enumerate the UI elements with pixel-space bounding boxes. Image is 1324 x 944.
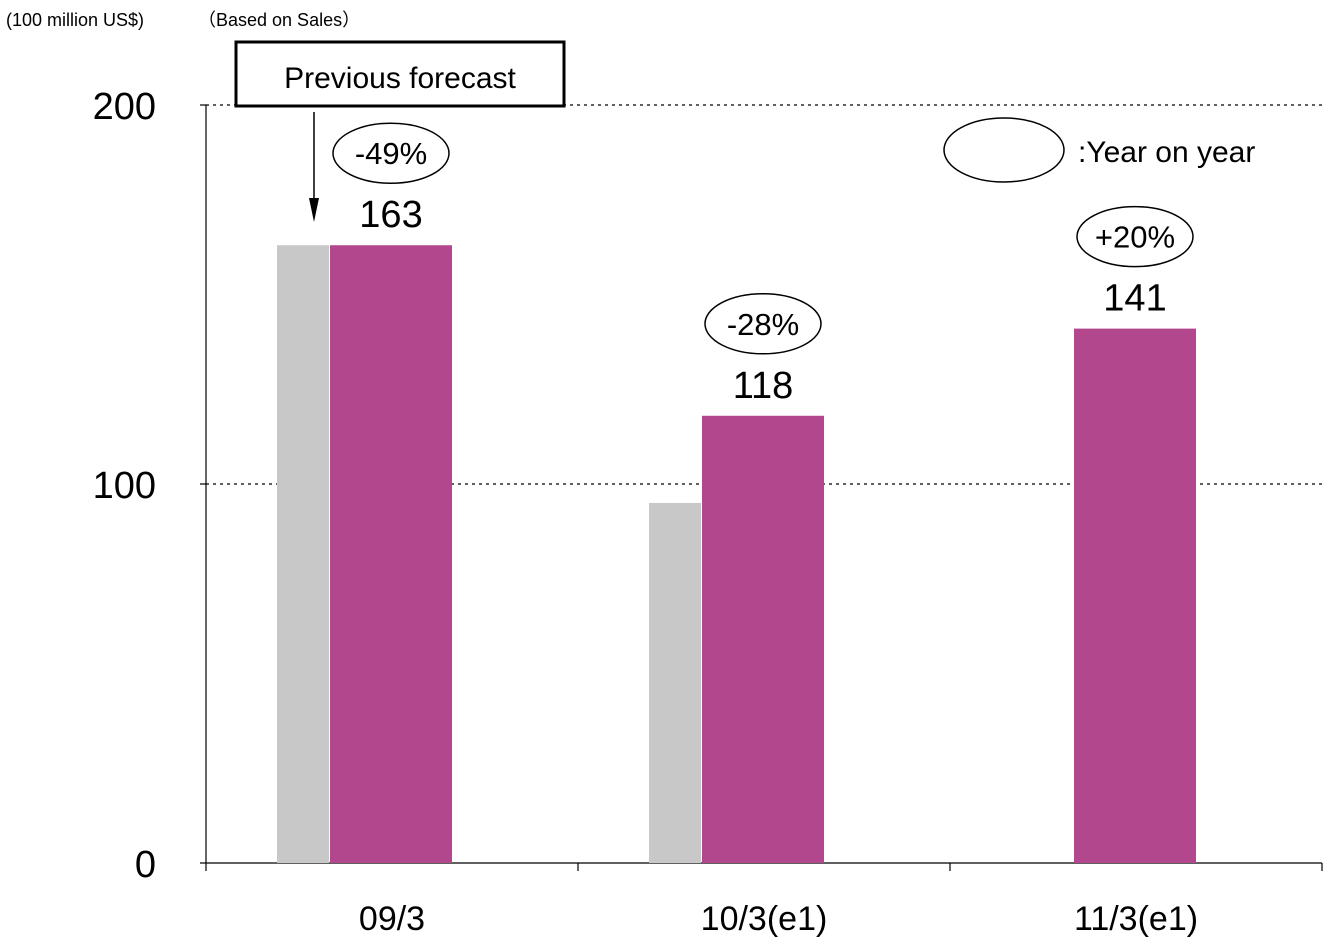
bar-value-label: 163 (359, 194, 422, 236)
bars (277, 245, 1196, 864)
x-tick-label: 10/3(e1) (701, 900, 828, 938)
x-tick-labels: 09/3 10/3(e1) 11/3(e1) (359, 900, 1198, 938)
yoy-label: -28% (727, 307, 799, 342)
bar-previous-forecast (277, 245, 329, 864)
yoy-label: -49% (355, 136, 427, 171)
yoy-ellipse (1076, 205, 1194, 268)
yoy-label: +20% (1095, 220, 1175, 255)
legend-yoy-label: :Year on year (1078, 136, 1255, 169)
basis-label: （Based on Sales） (198, 10, 360, 30)
callout-box (234, 40, 566, 108)
bar-forecast (702, 415, 824, 863)
callout-label: Previous forecast (284, 62, 516, 95)
yoy-badges: -49% -28% +20% (332, 122, 1194, 355)
y-tick-label: 100 (93, 465, 156, 507)
bar-forecast (330, 245, 452, 864)
data-labels: 163 118 141 (359, 194, 1166, 407)
unit-label: (100 million US$) (6, 10, 144, 30)
bar-value-label: 141 (1103, 278, 1166, 320)
y-tick-labels: 0 100 200 (93, 86, 156, 886)
x-tick-label: 11/3(e1) (1074, 900, 1198, 938)
legend: :Year on year (943, 117, 1255, 183)
yoy-ellipse (704, 293, 822, 355)
callout-arrow-head (309, 198, 319, 222)
y-tick-label: 200 (93, 86, 156, 128)
bar-forecast (1074, 328, 1196, 863)
y-tick-label: 0 (135, 844, 156, 886)
legend-yoy-ellipse (943, 117, 1065, 183)
bar-previous-forecast (649, 502, 701, 863)
previous-forecast-callout: Previous forecast (234, 40, 566, 222)
yoy-ellipse (332, 122, 450, 184)
x-tick-label: 09/3 (359, 900, 425, 938)
bar-value-label: 118 (733, 365, 794, 407)
